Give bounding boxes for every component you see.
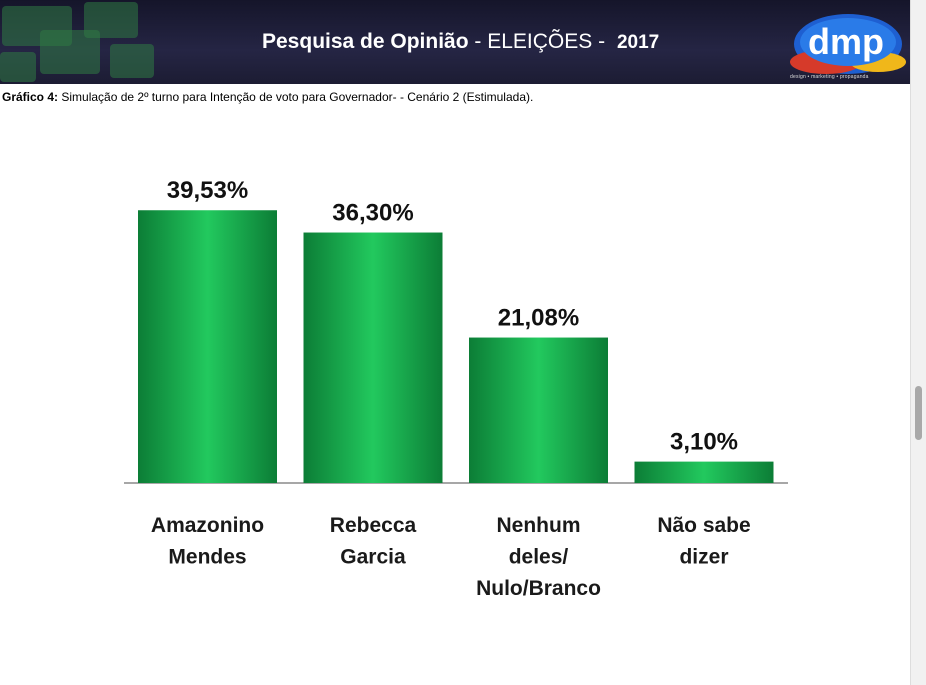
data-label-1: 39,53% xyxy=(167,177,248,204)
category-label-2: Rebecca Garcia xyxy=(330,514,417,569)
caption-text: Simulação de 2º turno para Intenção de v… xyxy=(58,90,534,104)
bar-2 xyxy=(303,232,443,483)
vertical-scrollbar[interactable] xyxy=(910,0,926,685)
category-label-line: Amazonino xyxy=(151,514,264,537)
logo-text: dmp xyxy=(808,21,884,62)
category-label-1: Amazonino Mendes xyxy=(151,514,264,569)
caption-label: Gráfico 4: xyxy=(2,90,59,104)
category-label-3: Nenhum deles/Nulo/Branco xyxy=(476,514,601,600)
category-label-line: Nulo/Branco xyxy=(476,577,601,600)
category-label-line: deles/ xyxy=(509,546,569,569)
bar-4 xyxy=(634,461,774,483)
category-label-line: Não sabe xyxy=(657,514,750,537)
data-label-4: 3,10% xyxy=(670,429,738,456)
category-label-line: Garcia xyxy=(340,546,406,569)
data-label-2: 36,30% xyxy=(332,200,413,227)
category-label-line: Mendes xyxy=(168,546,246,569)
bar-1 xyxy=(138,210,277,484)
header-year: 2017 xyxy=(616,32,660,53)
header-title-rest: - ELEIÇÕES - xyxy=(468,30,611,53)
report-header: Pesquisa de Opinião - ELEIÇÕES - 2017 dm… xyxy=(0,0,910,84)
chart-caption: Gráfico 4: Simulação de 2º turno para In… xyxy=(2,90,533,104)
logo-tagline: design • marketing • propaganda xyxy=(790,74,869,80)
dmp-logo: dmp xyxy=(790,14,906,74)
header-title: Pesquisa de Opinião - ELEIÇÕES - 2017 xyxy=(262,30,659,54)
category-label-line: Nenhum xyxy=(497,514,581,537)
category-label-line: dizer xyxy=(679,546,728,569)
header-title-main: Pesquisa de Opinião xyxy=(262,30,469,53)
data-label-3: 21,08% xyxy=(498,305,579,332)
scrollbar-thumb[interactable] xyxy=(915,386,922,440)
category-label-line: Rebecca xyxy=(330,514,417,537)
bar-3 xyxy=(469,337,608,483)
category-label-4: Não sabe dizer xyxy=(657,514,750,569)
